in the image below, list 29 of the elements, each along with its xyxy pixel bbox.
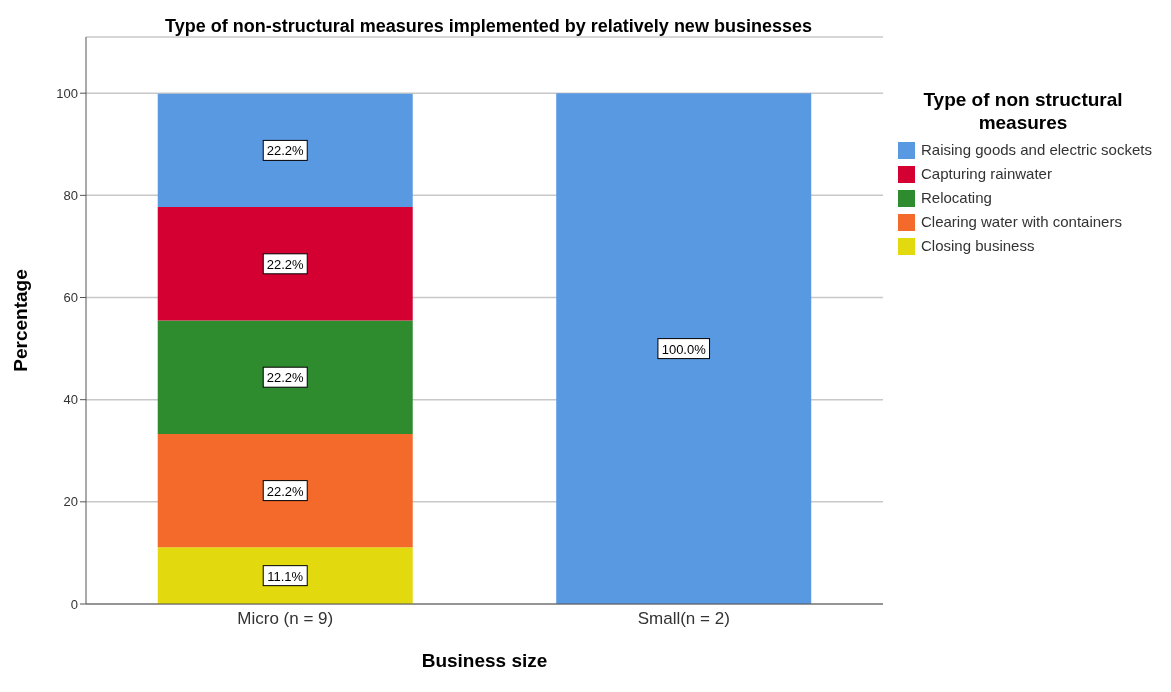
bar [157, 93, 413, 208]
data-label: 22.2% [266, 143, 305, 159]
y-tick-label: 0 [70, 596, 78, 612]
y-tick-label: 80 [63, 187, 78, 203]
legend-label: Relocating [921, 189, 993, 206]
y-tick-label: 60 [63, 290, 78, 306]
legend-label: Capturing rainwater [921, 165, 1053, 182]
data-label: 11.1% [267, 568, 304, 584]
data-label: 100.0% [661, 341, 707, 357]
legend-label: Closing business [921, 237, 1036, 254]
legend-label: Clearing water with containers [921, 213, 1123, 230]
bar [556, 93, 812, 604]
data-label: 22.2% [266, 370, 305, 386]
data-label: 22.2% [266, 256, 305, 272]
y-axis-title: Percentage [9, 269, 31, 372]
x-tick-label: Small(n = 2) [637, 609, 730, 629]
y-tick-label: 20 [63, 494, 78, 510]
legend-label: Raising goods and electric sockets [921, 141, 1153, 158]
data-label: 22.2% [266, 483, 305, 499]
bar [157, 547, 413, 604]
bar [157, 320, 413, 434]
x-tick-label: Micro (n = 9) [237, 609, 334, 629]
y-tick-label: 40 [63, 392, 78, 408]
y-tick-label: 100 [56, 85, 78, 101]
x-axis-title: Business size [421, 650, 548, 672]
bar [157, 433, 413, 548]
legend-title: Type of non structural measures [922, 88, 1124, 134]
chart-title: Type of non-structural measures implemented by relatively new businesses [164, 16, 813, 37]
bar [157, 207, 413, 321]
